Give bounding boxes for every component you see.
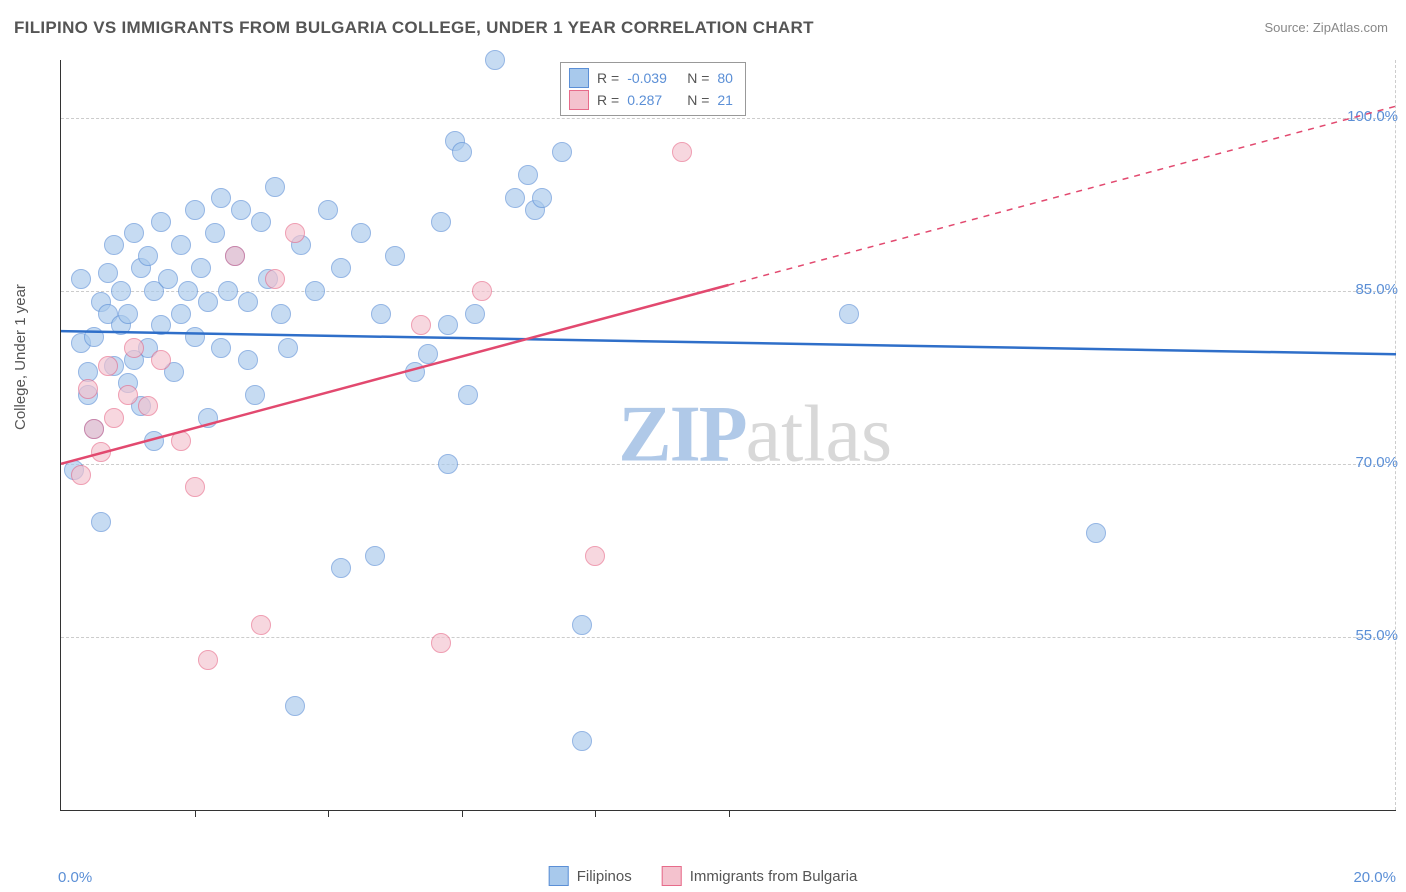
trend-line-bulgaria [61,285,729,464]
x-tick [462,810,463,817]
x-tick-label: 0.0% [58,869,92,886]
source-label: Source: ZipAtlas.com [1264,20,1388,35]
n-label: N = [687,70,709,86]
legend-stats-row-filipinos: R = -0.039 N = 80 [569,67,733,89]
y-axis-label: College, Under 1 year [12,284,29,430]
legend-label-filipinos: Filipinos [577,868,632,885]
legend-swatch-bulgaria [569,90,589,110]
trend-line-dashed-bulgaria [729,106,1397,285]
plot-area: ZIPatlas [60,60,1396,811]
legend-label-bulgaria: Immigrants from Bulgaria [690,868,858,885]
r-label: R = [597,70,619,86]
r-value-filipinos: -0.039 [627,70,679,86]
x-tick-label: 20.0% [1353,869,1396,886]
legend-series: Filipinos Immigrants from Bulgaria [549,866,858,886]
legend-stats: R = -0.039 N = 80 R = 0.287 N = 21 [560,62,746,116]
chart-title: FILIPINO VS IMMIGRANTS FROM BULGARIA COL… [14,18,814,38]
x-tick [729,810,730,817]
n-value-bulgaria: 21 [717,92,733,108]
n-label: N = [687,92,709,108]
x-tick [595,810,596,817]
legend-item-filipinos: Filipinos [549,866,632,886]
trend-line-filipinos [61,331,1396,354]
legend-item-bulgaria: Immigrants from Bulgaria [662,866,858,886]
r-value-bulgaria: 0.287 [627,92,679,108]
x-tick [328,810,329,817]
trend-lines-layer [61,60,1396,810]
legend-stats-row-bulgaria: R = 0.287 N = 21 [569,89,733,111]
legend-swatch-filipinos [549,866,569,886]
legend-swatch-bulgaria [662,866,682,886]
n-value-filipinos: 80 [717,70,733,86]
r-label: R = [597,92,619,108]
legend-swatch-filipinos [569,68,589,88]
x-tick [195,810,196,817]
